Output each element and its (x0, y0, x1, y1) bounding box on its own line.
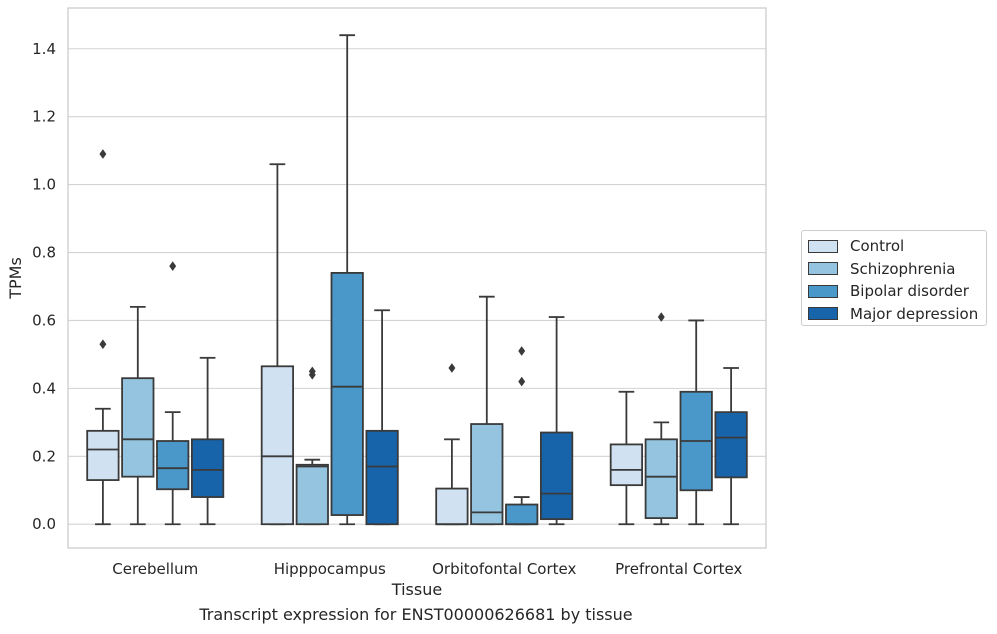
chart-caption: Transcript expression for ENST0000062668… (199, 605, 633, 624)
legend-item: Control (808, 235, 986, 258)
y-tick-labels: 0.0 0.2 0.4 0.6 0.8 1.0 1.2 1.4 (32, 40, 56, 533)
box-group (86, 149, 120, 526)
box-iqr (714, 411, 748, 479)
x-tick-labels: Cerebellum Hipppocampus Orbitofontal Corte… (112, 560, 742, 578)
legend-item: Major depression (808, 303, 986, 326)
box-iqr (86, 429, 120, 481)
box-group (644, 312, 678, 526)
outlier-point (518, 376, 526, 387)
box-iqr (156, 440, 190, 491)
box-group (260, 163, 295, 526)
box-iqr (121, 377, 155, 478)
legend-label: Control (850, 237, 905, 256)
y-tick-label: 0.2 (32, 447, 56, 465)
box-group (609, 390, 644, 526)
box-group (470, 295, 504, 526)
y-tick-label: 0.8 (32, 244, 56, 262)
box-group (679, 319, 713, 526)
outlier-point (657, 312, 665, 322)
legend-swatch (808, 307, 838, 321)
box-iqr (470, 423, 504, 526)
y-tick-label: 1.4 (32, 40, 56, 58)
y-tick-label: 1.2 (32, 108, 56, 126)
y-tick-label: 0.0 (32, 515, 56, 533)
box-group (330, 34, 364, 526)
outlier-point (308, 366, 316, 377)
legend: Control Schizophrenia Bipolar disorder M… (801, 230, 987, 326)
legend-item: Schizophrenia (808, 258, 986, 281)
box-iqr (365, 429, 399, 526)
box-groups (86, 34, 748, 526)
box-iqr (505, 503, 539, 526)
box-iqr (260, 365, 295, 526)
box-iqr (295, 463, 329, 526)
box-iqr (609, 443, 644, 487)
outlier-point (448, 363, 456, 373)
legend-label: Bipolar disorder (850, 282, 969, 301)
y-tick-label: 1.0 (32, 176, 56, 194)
plot-frame (67, 7, 767, 549)
outlier-point (518, 346, 526, 356)
box-iqr (539, 431, 574, 521)
box-group (365, 309, 399, 526)
x-axis-label: Tissue (391, 580, 442, 599)
y-tick-label: 0.4 (32, 379, 56, 397)
box-group (714, 367, 748, 526)
x-tick-label: Cerebellum (112, 560, 198, 578)
box-iqr (330, 272, 364, 516)
box-group (156, 261, 190, 526)
x-tick-label: Prefrontal Cortex (615, 560, 742, 578)
box-group (505, 346, 539, 526)
legend-label: Major depression (850, 304, 979, 323)
x-tick-label: Orbitofontal Cortex (432, 560, 576, 578)
legend-swatch (808, 284, 838, 298)
outlier-point (99, 339, 107, 350)
legend-item: Bipolar disorder (808, 280, 986, 303)
x-tick-label: Hipppocampus (274, 560, 386, 578)
outlier-point (169, 261, 177, 272)
box-group (121, 305, 155, 526)
box-iqr (190, 438, 225, 498)
legend-label: Schizophrenia (850, 259, 956, 278)
legend-swatch (808, 239, 838, 253)
y-tick-label: 0.6 (32, 311, 56, 329)
box-iqr (644, 438, 678, 520)
y-axis-label: TPMs (6, 257, 25, 300)
box-iqr (435, 487, 469, 526)
box-group (295, 366, 329, 526)
box-group (539, 316, 574, 526)
box-group (190, 356, 225, 526)
legend-swatch (808, 262, 838, 276)
outlier-point (99, 149, 107, 159)
box-group (435, 363, 469, 526)
